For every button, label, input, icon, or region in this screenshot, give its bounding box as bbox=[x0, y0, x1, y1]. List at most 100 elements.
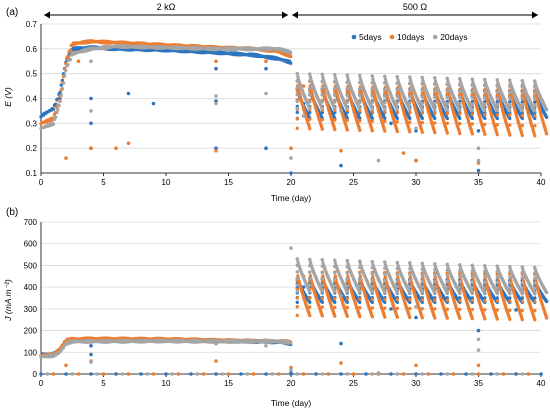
range1-arrowhead-right bbox=[282, 11, 288, 19]
data-point bbox=[420, 285, 424, 289]
data-point bbox=[533, 124, 537, 128]
data-point bbox=[395, 306, 399, 310]
data-point bbox=[495, 123, 499, 127]
data-point bbox=[445, 316, 449, 320]
data-point bbox=[120, 372, 125, 376]
data-point bbox=[64, 363, 68, 368]
data-point bbox=[370, 129, 374, 133]
data-point bbox=[333, 258, 337, 262]
y-axis-title: E (V) bbox=[3, 87, 13, 107]
data-point bbox=[483, 299, 487, 303]
data-point bbox=[508, 299, 512, 303]
data-point bbox=[408, 300, 412, 304]
data-point bbox=[51, 122, 56, 126]
y-tick-label: 500 bbox=[24, 261, 38, 270]
data-point bbox=[333, 107, 337, 111]
panel-label: (a) bbox=[6, 7, 18, 18]
data-point bbox=[333, 274, 338, 278]
data-point bbox=[370, 306, 374, 310]
data-point bbox=[476, 129, 481, 133]
data-point bbox=[508, 296, 512, 300]
data-point bbox=[264, 344, 268, 348]
data-point bbox=[164, 372, 168, 376]
data-point bbox=[533, 299, 537, 304]
data-point bbox=[320, 93, 324, 97]
data-point bbox=[433, 95, 437, 99]
data-point bbox=[420, 116, 424, 121]
data-point bbox=[320, 305, 324, 309]
data-point bbox=[53, 115, 58, 120]
data-point bbox=[470, 316, 474, 321]
data-point bbox=[333, 118, 337, 122]
data-point bbox=[295, 110, 299, 115]
data-point bbox=[408, 88, 412, 92]
data-point bbox=[51, 372, 56, 376]
data-point bbox=[295, 305, 299, 309]
data-point bbox=[322, 90, 326, 94]
data-point bbox=[470, 296, 474, 300]
data-point bbox=[345, 271, 349, 275]
data-point bbox=[408, 120, 412, 124]
data-point bbox=[526, 372, 531, 376]
data-point bbox=[401, 372, 406, 376]
data-point bbox=[544, 299, 549, 304]
data-point bbox=[308, 300, 312, 304]
legend-label: 5days bbox=[359, 32, 382, 42]
data-point bbox=[476, 328, 481, 333]
data-point bbox=[383, 107, 387, 112]
data-point bbox=[520, 299, 524, 303]
data-point bbox=[276, 372, 281, 376]
data-point bbox=[539, 372, 543, 376]
series-20days bbox=[39, 43, 549, 163]
data-point bbox=[151, 101, 156, 106]
data-point bbox=[385, 94, 389, 98]
x-tick-label: 5 bbox=[101, 379, 106, 388]
data-point bbox=[433, 89, 437, 93]
data-point bbox=[445, 116, 449, 121]
data-point bbox=[308, 313, 312, 318]
data-point bbox=[308, 100, 312, 104]
data-point bbox=[458, 298, 462, 303]
data-point bbox=[358, 271, 362, 276]
data-point bbox=[66, 63, 70, 67]
y-tick-label: 0 bbox=[33, 370, 38, 379]
data-point bbox=[533, 296, 537, 300]
data-point bbox=[420, 372, 425, 376]
data-point bbox=[358, 300, 362, 304]
data-point bbox=[308, 106, 312, 111]
data-point bbox=[323, 93, 327, 97]
data-point bbox=[495, 100, 499, 104]
data-point bbox=[508, 308, 512, 312]
data-point bbox=[295, 289, 299, 294]
data-point bbox=[295, 99, 299, 104]
data-point bbox=[445, 274, 449, 278]
data-point bbox=[460, 96, 464, 100]
data-point bbox=[470, 285, 474, 290]
data-point bbox=[445, 291, 449, 295]
data-point bbox=[458, 112, 462, 116]
data-point bbox=[64, 156, 68, 160]
data-point bbox=[214, 99, 218, 103]
data-point bbox=[89, 352, 93, 357]
data-point bbox=[458, 274, 462, 278]
x-tick-label: 10 bbox=[162, 178, 171, 187]
chart-panel-a: 0.10.20.30.40.50.60.70 5 10 15 20 25 30 35 40Tim… bbox=[3, 7, 549, 203]
y-tick-label: 0.7 bbox=[26, 20, 38, 29]
data-point bbox=[520, 372, 525, 376]
data-point bbox=[483, 116, 487, 121]
data-point bbox=[533, 286, 537, 291]
data-point bbox=[370, 74, 374, 78]
data-point bbox=[45, 372, 50, 376]
data-point bbox=[347, 90, 351, 95]
data-point bbox=[62, 74, 67, 78]
x-tick-label: 20 bbox=[287, 379, 296, 388]
data-point bbox=[544, 108, 549, 112]
data-point bbox=[470, 372, 475, 376]
data-point bbox=[433, 307, 437, 311]
data-point bbox=[459, 93, 464, 97]
data-point bbox=[495, 116, 499, 121]
data-point bbox=[383, 315, 387, 319]
data-point bbox=[458, 296, 462, 300]
data-point bbox=[201, 372, 206, 376]
